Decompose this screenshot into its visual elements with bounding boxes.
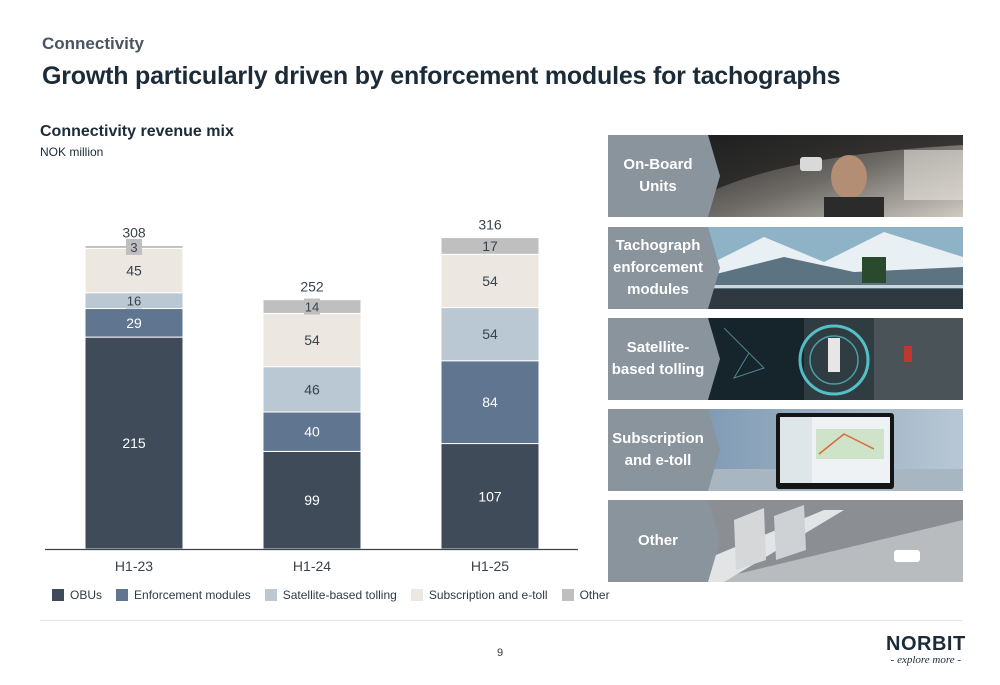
- bar-segment: [84, 308, 184, 338]
- tile-satellite-based-tolling: Satellite-based tolling: [608, 318, 963, 400]
- chart-legend: OBUs Enforcement modules Satellite-based…: [52, 587, 624, 603]
- tile-arrow: [708, 409, 720, 491]
- legend-swatch: [52, 589, 64, 601]
- data-label-box: [126, 292, 142, 309]
- tile-label: Subscription and e-toll: [608, 409, 708, 491]
- truck-road-photo: [704, 227, 963, 309]
- legend-item-subscription-e-toll: Subscription and e-toll: [410, 588, 548, 602]
- section-kicker: Connectivity: [42, 34, 145, 53]
- data-label: 45: [126, 263, 142, 279]
- bar-segment: [440, 253, 540, 309]
- category-label: H1-24: [293, 558, 331, 574]
- tile-subscription-and-e-toll: Subscription and e-toll: [608, 409, 963, 491]
- legend-swatch: [264, 589, 277, 601]
- tile-arrow: [708, 135, 720, 217]
- data-label: 14: [305, 300, 319, 315]
- data-label: 54: [482, 326, 498, 342]
- tile-label: Tachograph enforcement modules: [608, 227, 708, 309]
- category-label: H1-23: [115, 558, 153, 574]
- data-label: 84: [482, 394, 498, 410]
- data-label: 16: [127, 294, 141, 309]
- bar-segment: [262, 366, 362, 413]
- legend-item-enforcement-modules: Enforcement modules: [116, 588, 251, 602]
- page-title: Growth particularly driven by enforcemen…: [42, 62, 841, 90]
- tile-other: Other: [608, 500, 963, 582]
- monitor-dashboard-photo: [704, 409, 963, 491]
- data-label-box: [304, 298, 320, 315]
- legend-item-obus: OBUs: [52, 588, 102, 602]
- legend-label: OBUs: [70, 588, 103, 602]
- legend-swatch: [410, 589, 423, 601]
- total-label: 252: [300, 279, 324, 295]
- legend-label: Other: [579, 588, 610, 602]
- data-label: 107: [478, 488, 502, 504]
- legend-swatch: [116, 589, 129, 601]
- tile-label: Satellite-based tolling: [608, 318, 708, 400]
- tile-tachograph-enforcement-modules: Tachograph enforcement modules: [608, 227, 963, 309]
- tile-arrow: [708, 227, 720, 309]
- data-label: 3: [130, 240, 137, 255]
- total-label: 308: [122, 224, 146, 240]
- data-label: 17: [482, 238, 498, 254]
- legend-label: Enforcement modules: [134, 588, 251, 602]
- bar-segment: [84, 336, 184, 550]
- bar-segment: [440, 443, 540, 550]
- highway-aerial-photo: [704, 500, 963, 582]
- data-label: 54: [304, 332, 320, 348]
- category-label: H1-25: [471, 558, 509, 574]
- chart-unit: NOK million: [40, 145, 104, 159]
- norbit-logo: NORBIT - explore more -: [886, 633, 966, 666]
- tile-arrow: [708, 500, 720, 582]
- tile-arrow: [708, 318, 720, 400]
- bar-segment: [262, 411, 362, 452]
- data-label: 215: [122, 435, 146, 451]
- bar-segment: [440, 237, 540, 255]
- satellite-traffic-photo: [704, 318, 963, 400]
- bar-segment: [262, 450, 362, 550]
- total-label: 316: [478, 217, 502, 233]
- bar-segment: [440, 360, 540, 445]
- tile-label: Other: [608, 500, 708, 582]
- footer-divider: [40, 620, 962, 621]
- logo-wordmark: NORBIT: [886, 633, 966, 655]
- legend-item-satellite-based-tolling: Satellite-based tolling: [264, 588, 397, 602]
- tile-on-board-units: On-Board Units: [608, 135, 963, 217]
- tile-label: On-Board Units: [608, 135, 708, 217]
- data-label: 46: [304, 381, 320, 397]
- data-label: 40: [304, 424, 320, 440]
- legend-label: Subscription and e-toll: [428, 588, 548, 602]
- bar-segment: [440, 307, 540, 362]
- data-label-box: [126, 238, 142, 255]
- legend-swatch: [561, 589, 574, 601]
- legend-label: Satellite-based tolling: [282, 588, 397, 602]
- bar-segment: [84, 247, 184, 294]
- data-label: 99: [304, 492, 320, 508]
- data-label: 54: [482, 273, 498, 289]
- legend-item-other: Other: [561, 588, 610, 602]
- page-number: 9: [497, 647, 504, 659]
- chart-title: Connectivity revenue mix: [40, 123, 234, 140]
- data-label: 29: [126, 315, 142, 331]
- logo-tagline: - explore more -: [890, 654, 962, 666]
- driver-photo: [704, 135, 963, 217]
